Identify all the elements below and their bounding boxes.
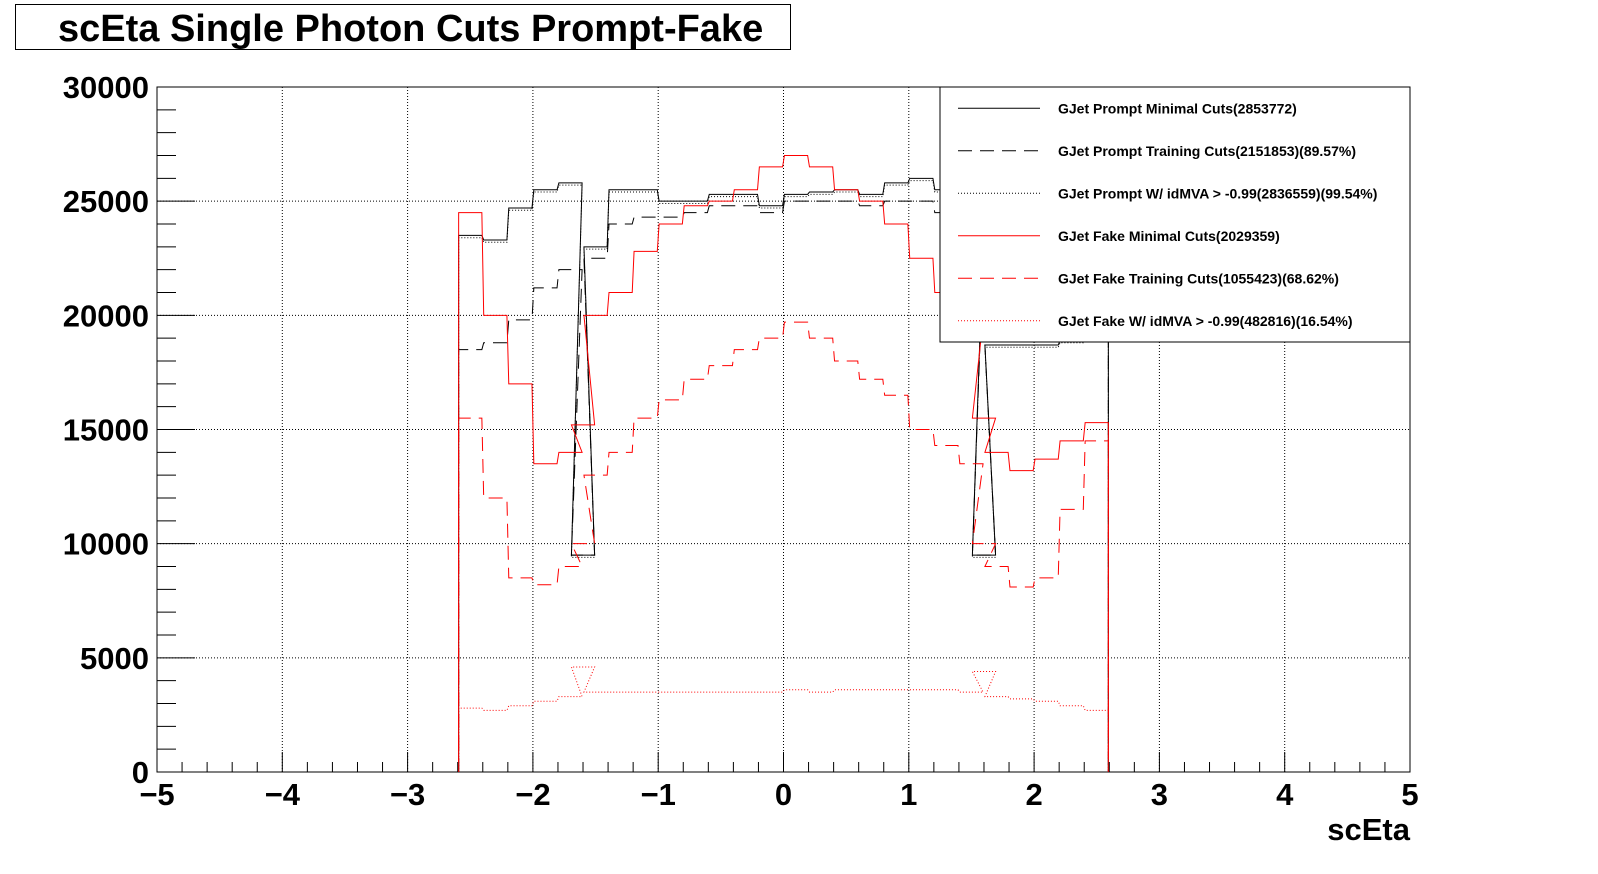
y-tick-label: 10000: [63, 527, 149, 562]
legend-label-5: GJet Fake Training Cuts(1055423)(68.62%): [1058, 270, 1339, 286]
legend-label-4: GJet Fake Minimal Cuts(2029359): [1058, 228, 1280, 244]
x-tick-label: 1: [900, 777, 917, 812]
series-line-5: [458, 321, 1109, 772]
x-tick-label: −2: [515, 777, 550, 812]
x-tick-label: −1: [641, 777, 676, 812]
x-tick-label: −4: [265, 777, 301, 812]
x-tick-label: −3: [390, 777, 425, 812]
x-tick-label: 5: [1401, 777, 1418, 812]
y-tick-label: 20000: [63, 298, 149, 333]
legend-label-3: GJet Prompt W/ idMVA > -0.99(2836559)(99…: [1058, 185, 1377, 201]
legend-label-1: GJet Prompt Minimal Cuts(2853772): [1058, 100, 1297, 116]
legend-box: [939, 86, 1411, 343]
y-tick-label: 25000: [63, 184, 149, 219]
x-tick-label: 3: [1151, 777, 1168, 812]
legend-label-2: GJet Prompt Training Cuts(2151853)(89.57…: [1058, 143, 1356, 159]
series-line-4: [458, 155, 1109, 772]
x-tick-label: 0: [775, 777, 792, 812]
x-tick-label: 2: [1025, 777, 1042, 812]
y-tick-label: 30000: [63, 70, 149, 105]
x-tick-label: −5: [139, 777, 174, 812]
y-tick-label: 15000: [63, 413, 149, 448]
series-layer: [458, 155, 1109, 772]
legend: GJet Prompt Minimal Cuts(2853772) GJet Pr…: [939, 86, 1411, 343]
y-tick-label: 5000: [80, 641, 149, 676]
series-line-3: [458, 180, 1109, 772]
axes: −5 −4 −3 −2 −1 0 1 2 3 4 5 0 5000 10000 15000 20000 2500…: [63, 70, 1419, 812]
x-axis-title: scEta: [1327, 812, 1410, 847]
legend-label-6: GJet Fake W/ idMVA > -0.99(482816)(16.54…: [1058, 313, 1353, 329]
chart-title-box: scEta Single Photon Cuts Prompt-Fake: [15, 4, 791, 50]
x-tick-label: 4: [1276, 777, 1294, 812]
series-line-6: [458, 666, 1109, 772]
y-tick-label: 0: [132, 755, 149, 790]
series-line-2: [458, 200, 1109, 772]
chart-title: scEta Single Photon Cuts Prompt-Fake: [58, 8, 764, 50]
series-line-1: [458, 177, 1109, 772]
